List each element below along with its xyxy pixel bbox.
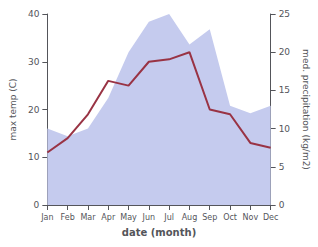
svg-text:Aug: Aug — [182, 213, 198, 222]
svg-text:Oct: Oct — [223, 213, 237, 222]
svg-text:Sep: Sep — [202, 213, 217, 222]
svg-text:10: 10 — [28, 152, 40, 162]
svg-text:May: May — [120, 213, 137, 222]
svg-text:20: 20 — [279, 47, 291, 57]
svg-text:25: 25 — [279, 9, 290, 19]
svg-text:0: 0 — [279, 200, 285, 210]
svg-text:30: 30 — [28, 57, 40, 67]
svg-text:med. precipitation (kg/m2): med. precipitation (kg/m2) — [301, 49, 311, 170]
svg-text:0: 0 — [34, 200, 40, 210]
svg-text:date (month): date (month) — [122, 227, 196, 238]
svg-text:40: 40 — [28, 9, 40, 19]
svg-text:Mar: Mar — [80, 213, 96, 222]
svg-text:Feb: Feb — [61, 213, 75, 222]
svg-text:Jul: Jul — [163, 213, 174, 222]
svg-text:Jun: Jun — [142, 213, 156, 222]
svg-text:Dec: Dec — [263, 213, 278, 222]
svg-text:Nov: Nov — [243, 213, 259, 222]
svg-text:10: 10 — [279, 124, 291, 134]
svg-text:5: 5 — [279, 162, 285, 172]
svg-text:Jan: Jan — [40, 213, 53, 222]
svg-text:20: 20 — [28, 105, 40, 115]
svg-text:max temp (C): max temp (C) — [8, 78, 18, 140]
svg-text:15: 15 — [279, 85, 290, 95]
svg-text:Apr: Apr — [101, 213, 116, 222]
